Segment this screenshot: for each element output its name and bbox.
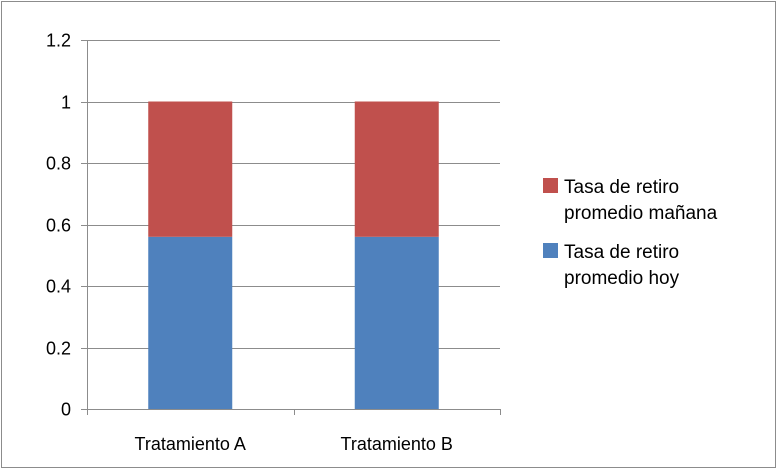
legend-swatch-1 [543, 243, 558, 258]
legend-label-0-line-0: Tasa de retiro [564, 177, 679, 198]
y-tick-label-3: 0.6 [46, 216, 71, 236]
bar-manana-0 [148, 101, 233, 237]
y-tick-label-6: 1.2 [46, 31, 71, 51]
y-tick-label-1: 0.2 [46, 339, 71, 359]
bar-manana-1 [354, 101, 439, 237]
y-tick-label-4: 0.8 [46, 154, 71, 174]
y-tick-label-5: 1 [61, 93, 71, 113]
bar-hoy-1 [354, 236, 439, 409]
x-tick-labels: Tratamiento A Tratamiento B [135, 434, 453, 454]
legend-label-1-line-1: promedio hoy [564, 268, 680, 289]
axes [87, 40, 500, 410]
legend: Tasa de retiro promedio mañana Tasa de ret… [543, 177, 718, 289]
bar-hoy-0 [148, 236, 233, 409]
y-tick-label-0: 0 [61, 400, 71, 420]
x-tick-label-1: Tratamiento B [341, 434, 453, 454]
x-tick-label-0: Tratamiento A [135, 434, 246, 454]
legend-label-0-line-1: promedio mañana [564, 203, 718, 224]
y-tick-labels: 0 0.2 0.4 0.6 0.8 1 1.2 [46, 31, 71, 420]
legend-label-1-line-0: Tasa de retiro [564, 242, 679, 263]
legend-swatch-0 [543, 178, 558, 193]
bars [148, 101, 439, 409]
y-tick-label-2: 0.4 [46, 277, 71, 297]
